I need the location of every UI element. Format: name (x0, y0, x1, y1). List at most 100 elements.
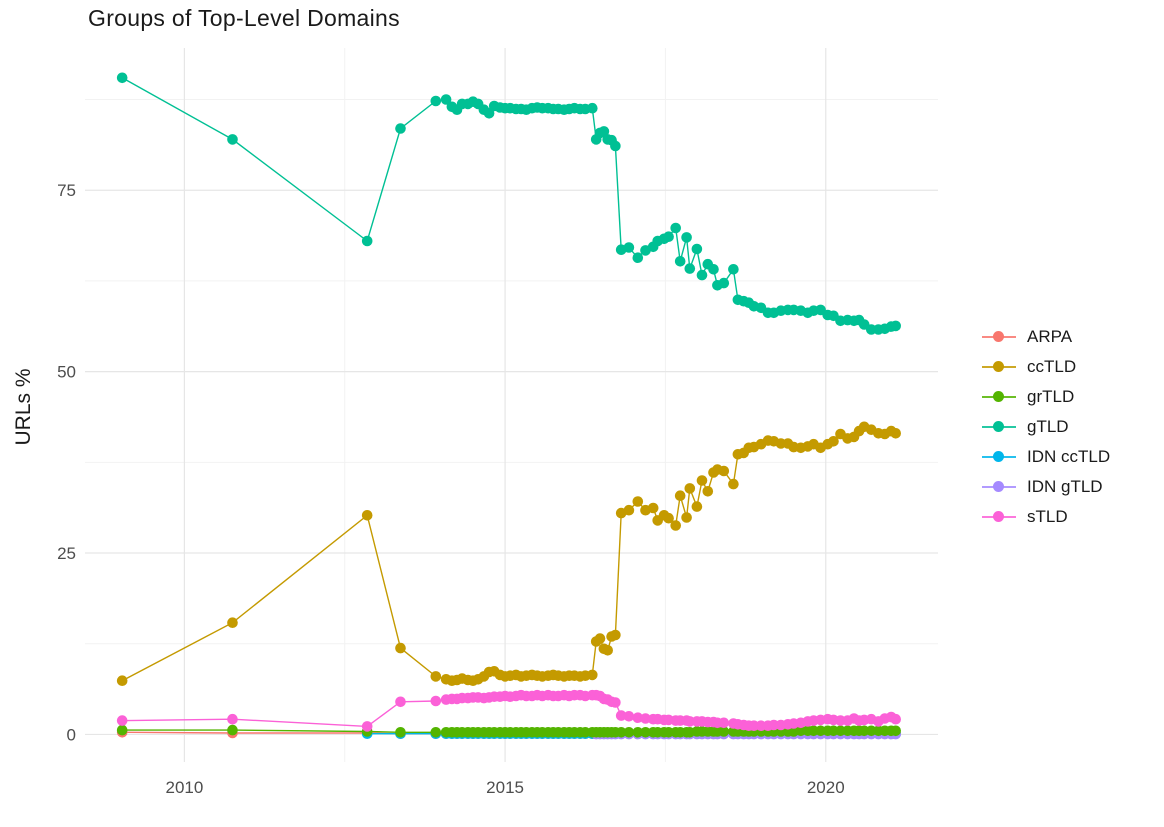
data-point (684, 263, 696, 274)
legend-label: gTLD (1027, 417, 1069, 436)
data-point (684, 483, 696, 494)
data-point (440, 94, 452, 105)
legend-item-grtld: grTLD (982, 382, 1110, 412)
data-point (116, 72, 128, 84)
x-tick-label: 2015 (486, 778, 524, 797)
legend-key-icon (982, 421, 1016, 433)
y-tick-labels: 0 25 50 75 (57, 181, 76, 744)
legend-item-cctld: ccTLD (982, 352, 1110, 382)
data-point (632, 727, 644, 738)
legend-item-idn-gtld: IDN gTLD (982, 472, 1110, 502)
data-point (647, 502, 659, 514)
y-tick-label: 50 (57, 363, 76, 382)
data-point (890, 428, 901, 439)
data-point (890, 320, 901, 332)
x-tick-label: 2020 (807, 778, 845, 797)
legend-key-icon (982, 481, 1016, 493)
data-point (718, 717, 730, 729)
series-cctld (116, 421, 901, 686)
data-point (361, 721, 373, 732)
data-point (395, 727, 406, 738)
legend-key-icon (982, 361, 1016, 373)
legend-point-icon (993, 421, 1004, 432)
legend-label: sTLD (1027, 507, 1068, 526)
data-point (227, 617, 238, 628)
data-point (610, 629, 621, 641)
data-point (663, 512, 674, 524)
data-point (623, 504, 635, 516)
data-point (632, 252, 644, 263)
legend-item-gtld: gTLD (982, 412, 1110, 442)
legend-label: ARPA (1027, 327, 1073, 346)
legend-point-icon (993, 511, 1004, 522)
data-point (602, 645, 613, 656)
data-point (632, 496, 644, 507)
data-point (361, 235, 373, 247)
data-point (718, 726, 730, 737)
legend-point-icon (993, 331, 1004, 342)
data-point (718, 465, 730, 477)
data-point (640, 713, 651, 724)
data-point (691, 243, 703, 255)
data-point (594, 633, 606, 644)
gridlines-minor (85, 48, 938, 762)
series-gtld (116, 72, 901, 335)
data-point (890, 725, 901, 737)
data-point (828, 436, 839, 447)
legend-key-icon (982, 451, 1016, 463)
data-point (708, 264, 719, 275)
data-point (587, 669, 598, 681)
data-point (640, 727, 651, 738)
data-point (696, 269, 708, 281)
data-point (718, 277, 730, 289)
data-point (681, 512, 692, 523)
legend-point-icon (993, 391, 1004, 402)
data-point (361, 510, 373, 521)
legend-key-icon (982, 391, 1016, 403)
legend-item-stld: sTLD (982, 502, 1110, 532)
data-point (430, 727, 442, 738)
legend-item-idn-cctld: IDN ccTLD (982, 442, 1110, 472)
legend-key-icon (982, 511, 1016, 523)
y-tick-label: 75 (57, 181, 76, 200)
data-point (610, 140, 621, 152)
data-point (623, 727, 635, 738)
legend-item-arpa: ARPA (982, 322, 1110, 352)
x-tick-labels: 2010 2015 2020 (165, 778, 844, 797)
data-point (728, 478, 739, 490)
chart-title: Groups of Top-Level Domains (88, 5, 400, 31)
data-point (632, 712, 644, 723)
data-point (598, 126, 610, 137)
x-tick-label: 2010 (165, 778, 203, 797)
series-line (121, 77, 896, 331)
data-point (116, 675, 128, 686)
data-point (890, 713, 901, 725)
data-point (702, 486, 714, 497)
data-point (587, 102, 598, 114)
legend-key-icon (982, 331, 1016, 343)
data-point (395, 642, 406, 654)
series-stld (116, 689, 901, 732)
data-point (623, 711, 635, 722)
data-point (227, 724, 238, 736)
legend-label: IDN ccTLD (1027, 447, 1111, 466)
data-point (691, 501, 703, 512)
legend-point-icon (993, 451, 1004, 462)
data-point (116, 715, 128, 726)
data-point (395, 123, 406, 134)
legend-label: ccTLD (1027, 357, 1077, 376)
data-point (681, 232, 692, 243)
data-point (430, 95, 442, 107)
gridlines-major (85, 48, 938, 762)
data-point (663, 231, 674, 242)
data-point (430, 695, 442, 707)
legend-label: IDN gTLD (1027, 477, 1103, 496)
data-point (728, 264, 739, 275)
data-point (227, 134, 238, 145)
data-point (674, 255, 686, 267)
data-point (674, 490, 686, 502)
data-point (615, 710, 627, 721)
data-point (670, 222, 681, 234)
